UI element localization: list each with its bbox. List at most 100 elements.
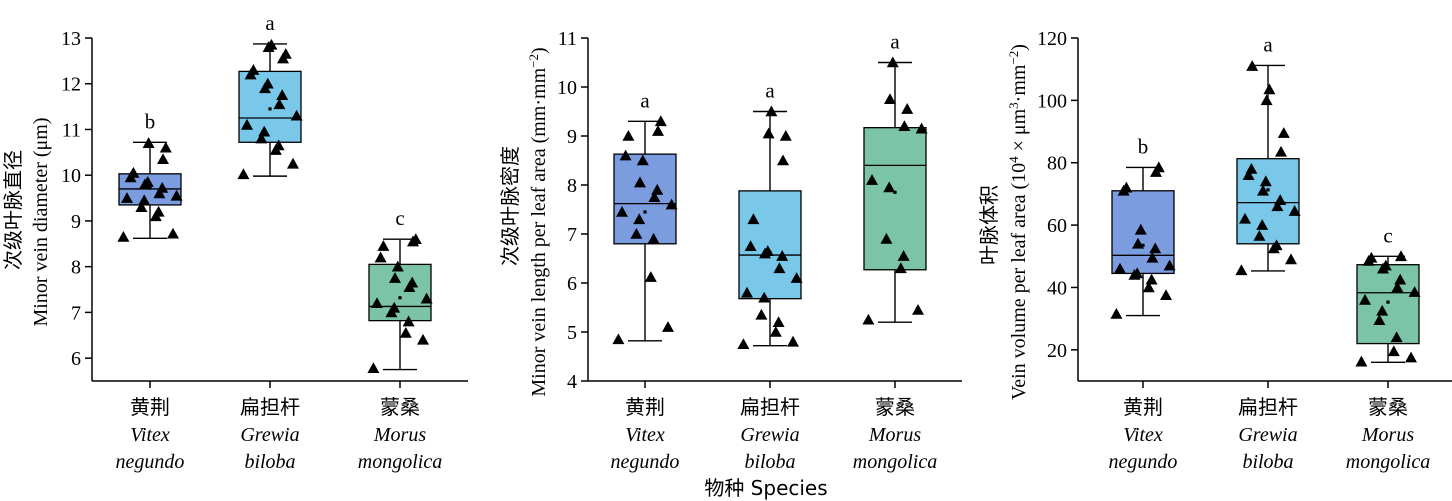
mean-marker xyxy=(1141,243,1145,247)
data-point xyxy=(402,315,415,327)
x-category-label-cn: 蒙桑 xyxy=(380,395,420,419)
x-category-label-genus: Morus xyxy=(1361,424,1414,446)
y-tick-label: 8 xyxy=(567,175,577,197)
ylabel-en: Minor vein diameter (μm) xyxy=(30,118,52,327)
data-point xyxy=(1373,314,1386,325)
data-point xyxy=(1152,161,1165,173)
data-point xyxy=(772,316,785,327)
y-tick-label: 60 xyxy=(1047,215,1067,237)
data-point xyxy=(647,232,660,244)
mean-marker xyxy=(893,190,897,194)
data-point xyxy=(157,153,169,164)
y-tick-label: 9 xyxy=(567,126,577,148)
x-category-label-genus: Grewia xyxy=(1238,424,1297,446)
data-point xyxy=(159,141,172,153)
data-point xyxy=(409,233,422,245)
data-point xyxy=(915,122,928,134)
data-point xyxy=(1277,127,1290,138)
data-point xyxy=(776,250,789,261)
data-point xyxy=(247,64,260,75)
data-point xyxy=(762,127,775,139)
x-category-label-species: biloba xyxy=(1242,451,1293,473)
data-point xyxy=(1235,264,1248,276)
data-point xyxy=(1259,175,1272,187)
data-point xyxy=(737,338,750,350)
y-tick-label: 7 xyxy=(567,224,577,246)
data-point xyxy=(912,303,924,315)
data-point xyxy=(417,333,429,345)
box-3: a 蒙桑 Morus mongolica xyxy=(853,30,937,474)
y-tick-label: 80 xyxy=(1047,153,1067,175)
x-category-label-species: negundo xyxy=(611,451,680,473)
ylabel-cn: 次级叶脉密度 xyxy=(498,146,522,266)
mean-marker xyxy=(1386,300,1390,304)
data-point xyxy=(654,115,667,127)
data-point xyxy=(1395,250,1407,262)
data-point xyxy=(652,125,664,136)
data-point xyxy=(662,321,674,332)
data-point xyxy=(406,276,419,288)
data-point xyxy=(755,308,768,320)
data-point xyxy=(1355,355,1368,367)
data-point xyxy=(1376,304,1389,316)
box-1: a 黄荆 Vitex negundo xyxy=(611,88,680,473)
data-point xyxy=(388,301,401,313)
data-point xyxy=(367,362,380,373)
y-tick-label: 6 xyxy=(71,348,81,370)
data-point xyxy=(765,105,778,117)
x-category-label-genus: Morus xyxy=(373,424,426,446)
x-category-label-species: mongolica xyxy=(853,451,937,473)
significance-letter: c xyxy=(1383,223,1392,247)
significance-letter: a xyxy=(1263,32,1273,56)
y-tick-label: 11 xyxy=(558,28,577,50)
data-point xyxy=(1145,273,1158,285)
y-tick-label: 11 xyxy=(62,119,81,141)
data-point xyxy=(1391,281,1404,293)
data-point xyxy=(616,205,628,217)
data-point xyxy=(898,120,911,131)
data-point xyxy=(1260,94,1273,106)
data-point xyxy=(272,139,285,151)
box-3: c 蒙桑 Morus mongolica xyxy=(358,206,442,473)
box-2: a 扁担杆 Grewia biloba xyxy=(1235,32,1301,473)
data-point xyxy=(279,48,292,59)
significance-letter: b xyxy=(1138,134,1149,158)
data-point xyxy=(273,98,286,110)
data-point xyxy=(1114,262,1126,274)
data-point xyxy=(276,89,289,100)
data-point xyxy=(141,176,154,187)
data-point xyxy=(761,245,774,256)
significance-letter: a xyxy=(265,11,275,35)
x-category-label-cn: 黄荆 xyxy=(130,395,170,419)
x-category-label-genus: Grewia xyxy=(740,424,799,446)
ylabel-cn: 叶脉体积 xyxy=(977,185,1001,265)
data-point xyxy=(377,240,390,251)
data-point xyxy=(153,187,166,199)
data-point xyxy=(651,183,664,195)
x-category-label-genus: Vitex xyxy=(625,424,665,446)
data-point xyxy=(777,154,789,166)
data-point xyxy=(862,313,875,325)
x-category-label-species: negundo xyxy=(1109,451,1178,473)
data-point xyxy=(290,109,303,121)
x-category-label-species: mongolica xyxy=(358,451,442,473)
data-point xyxy=(630,228,643,239)
data-point xyxy=(1365,251,1378,263)
data-point xyxy=(866,174,878,185)
data-point xyxy=(747,213,760,225)
y-tick-label: 100 xyxy=(1037,90,1067,112)
data-point xyxy=(117,230,130,242)
box-2: a 扁担杆 Grewia biloba xyxy=(737,79,803,473)
data-point xyxy=(389,272,401,283)
x-category-label-cn: 黄荆 xyxy=(625,395,665,419)
data-point xyxy=(1257,184,1269,196)
iqr-box xyxy=(613,153,677,245)
data-point xyxy=(648,191,661,203)
data-point xyxy=(138,194,151,206)
data-point xyxy=(135,201,148,213)
data-point xyxy=(142,137,155,148)
x-axis-shared-label: 物种 Species xyxy=(704,476,827,500)
data-point xyxy=(1285,253,1297,265)
x-category-label-genus: Morus xyxy=(868,424,921,446)
data-point xyxy=(287,157,299,169)
